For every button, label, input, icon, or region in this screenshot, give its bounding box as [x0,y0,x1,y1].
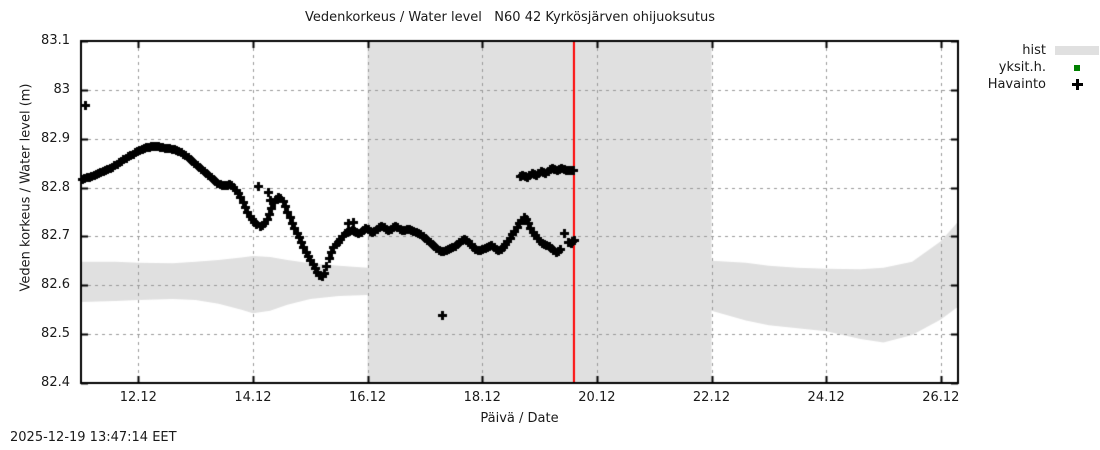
chart-legend: hist yksit.h. Havainto [962,42,1100,93]
legend-label-yksit-h: yksit.h. [998,60,1046,75]
x-tick-label: 14.12 [234,390,272,405]
x-tick-label: 22.12 [692,390,731,405]
band-swatch-icon [1055,46,1099,55]
y-tick-label: 82.8 [41,179,70,195]
x-tick-label: 12.12 [119,390,157,405]
y-tick-label: 82.6 [41,277,70,293]
legend-key-yksit-h [1054,64,1100,71]
plus-marker-icon [1071,79,1083,90]
x-tick-label: 26.12 [922,390,960,405]
x-tick-label: 18.12 [463,390,501,405]
y-tick-label: 82.5 [41,326,70,342]
legend-label-havainto: Havainto [987,77,1046,92]
legend-key-havainto [1054,79,1100,90]
x-tick-label: 24.12 [807,390,845,405]
x-axis-label: Päivä / Date [480,411,559,426]
y-tick-label: 83 [53,81,70,97]
y-tick-label: 82.7 [41,228,70,244]
legend-label-hist: hist [1022,43,1046,58]
legend-key-hist [1054,46,1100,55]
x-tick-label: 16.12 [348,390,387,405]
legend-item-yksit-h[interactable]: yksit.h. [962,59,1100,76]
legend-item-havainto[interactable]: Havainto [962,76,1100,93]
y-tick-label: 83.1 [41,33,70,48]
x-tick-label: 20.12 [578,390,616,405]
square-marker-icon [1074,64,1080,71]
legend-item-hist[interactable]: hist [962,42,1100,59]
y-tick-label: 82.9 [41,130,70,146]
y-tick-label: 82.4 [41,375,70,390]
timestamp: 2025-12-19 13:47:14 EET [10,430,177,445]
